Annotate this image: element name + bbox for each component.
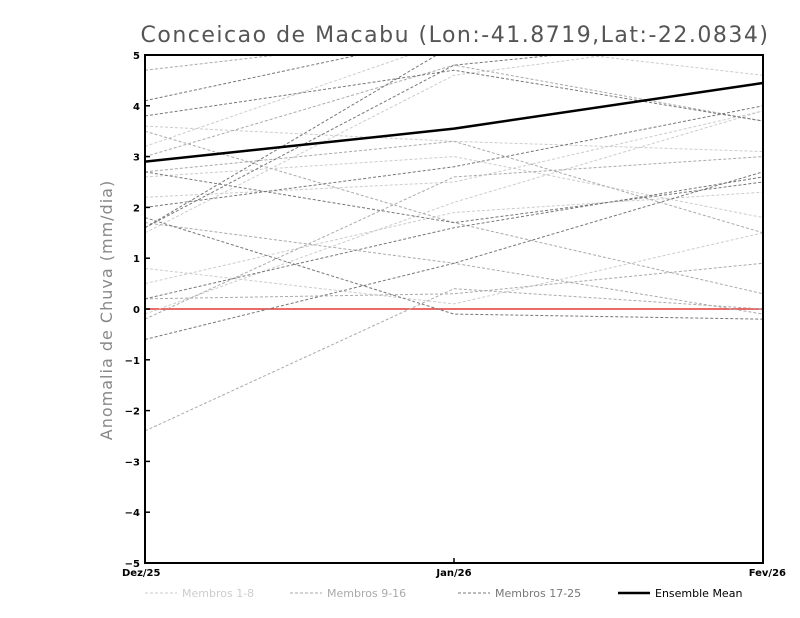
y-tick-label: 1 bbox=[133, 254, 140, 265]
member-series-line bbox=[145, 171, 763, 340]
member-series-line bbox=[145, 156, 763, 219]
member-series-line bbox=[145, 217, 763, 320]
y-tick-label: −1 bbox=[125, 356, 140, 367]
member-series-line bbox=[145, 55, 362, 102]
legend-label: Ensemble Mean bbox=[655, 587, 742, 600]
y-tick-label: −4 bbox=[125, 508, 140, 519]
member-series-line bbox=[145, 222, 763, 315]
member-series-line bbox=[145, 232, 763, 305]
y-tick-label: 2 bbox=[133, 203, 140, 214]
member-series-line bbox=[145, 171, 763, 224]
legend-label: Membros 17-25 bbox=[495, 587, 581, 600]
legend-label: Membros 9-16 bbox=[327, 587, 406, 600]
member-series-line bbox=[145, 156, 763, 320]
legend: Membros 1-8 Membros 9-16 Membros 17-25 Ense… bbox=[145, 587, 742, 600]
member-series-line bbox=[145, 140, 763, 234]
member-series-line bbox=[145, 125, 763, 153]
legend-label: Membros 1-8 bbox=[182, 587, 254, 600]
member-series-line bbox=[145, 55, 613, 234]
y-axis-label: Anomalia de Chuva (mm/dia) bbox=[97, 180, 116, 440]
series-layer bbox=[145, 55, 763, 432]
member-series-line bbox=[145, 69, 763, 122]
member-series-line bbox=[145, 262, 763, 300]
x-tick-label: Dez/25 bbox=[122, 568, 161, 579]
member-series-line bbox=[145, 288, 763, 432]
y-tick-label: 0 bbox=[133, 305, 140, 316]
plot-frame bbox=[144, 54, 764, 564]
member-series-line bbox=[145, 191, 763, 285]
member-series-line bbox=[145, 110, 763, 198]
member-series-line bbox=[145, 55, 563, 229]
ensemble-mean-line bbox=[145, 81, 763, 163]
y-tick-label: 5 bbox=[133, 51, 140, 62]
member-series-line bbox=[145, 64, 763, 158]
y-tick-label: 4 bbox=[133, 102, 140, 113]
x-tick-label: Jan/26 bbox=[435, 568, 471, 579]
chart-title: Conceicao de Macabu (Lon:-41.8719,Lat:-2… bbox=[141, 23, 770, 48]
y-tick-label: −2 bbox=[125, 407, 140, 418]
y-tick-label: −3 bbox=[125, 457, 140, 468]
y-tick-label: −5 bbox=[125, 559, 140, 570]
member-series-line bbox=[145, 105, 763, 208]
y-tick-label: 3 bbox=[133, 153, 140, 164]
member-series-line bbox=[145, 176, 763, 300]
member-series-line bbox=[145, 130, 763, 295]
x-tick-label: Fev/26 bbox=[749, 568, 786, 579]
